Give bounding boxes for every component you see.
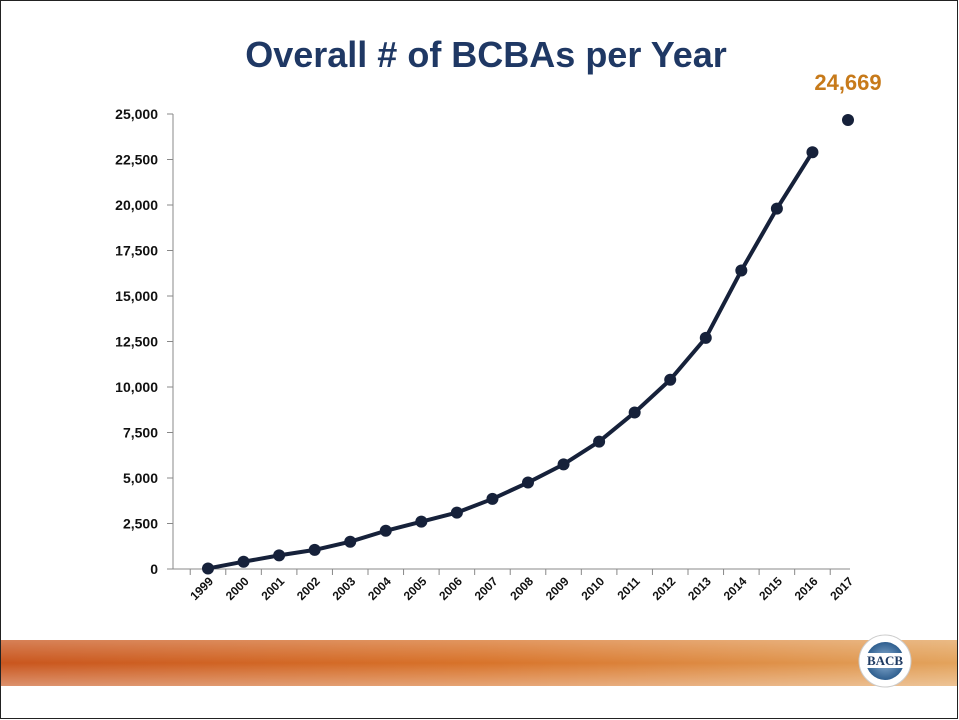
y-tick-label: 22,500 — [115, 152, 158, 168]
chart-title: Overall # of BCBAs per Year — [245, 34, 727, 75]
y-tick-label: 20,000 — [115, 197, 158, 213]
y-tick-label: 25,000 — [115, 106, 158, 122]
point — [806, 146, 819, 159]
point — [735, 264, 748, 277]
logo: BACB — [858, 634, 912, 688]
point — [699, 331, 712, 344]
y-tick-label: 12,500 — [115, 334, 158, 350]
point — [557, 458, 570, 471]
point — [628, 406, 641, 419]
point — [593, 435, 606, 448]
logo-text: BACB — [867, 653, 903, 668]
data-label: 24,669 — [814, 70, 881, 95]
y-tick-label: 2,500 — [123, 516, 158, 532]
point — [522, 476, 534, 489]
point — [344, 535, 357, 548]
y-tick-label: 10,000 — [115, 379, 158, 395]
point — [237, 555, 250, 568]
y-tick-label: 0 — [150, 561, 158, 577]
point — [273, 549, 286, 562]
point — [770, 202, 783, 215]
footer-band-shade — [1, 640, 957, 686]
point — [450, 506, 463, 519]
y-tick-label: 7,500 — [123, 425, 158, 441]
point — [415, 515, 428, 528]
y-tick-label: 15,000 — [115, 288, 158, 304]
point — [486, 492, 499, 505]
point — [664, 373, 677, 386]
point — [308, 543, 321, 556]
logo-plate — [866, 653, 904, 668]
y-tick-label: 17,500 — [115, 243, 158, 259]
point — [202, 562, 214, 575]
point — [379, 524, 392, 537]
y-tick-label: 5,000 — [123, 470, 158, 486]
point — [842, 114, 854, 127]
